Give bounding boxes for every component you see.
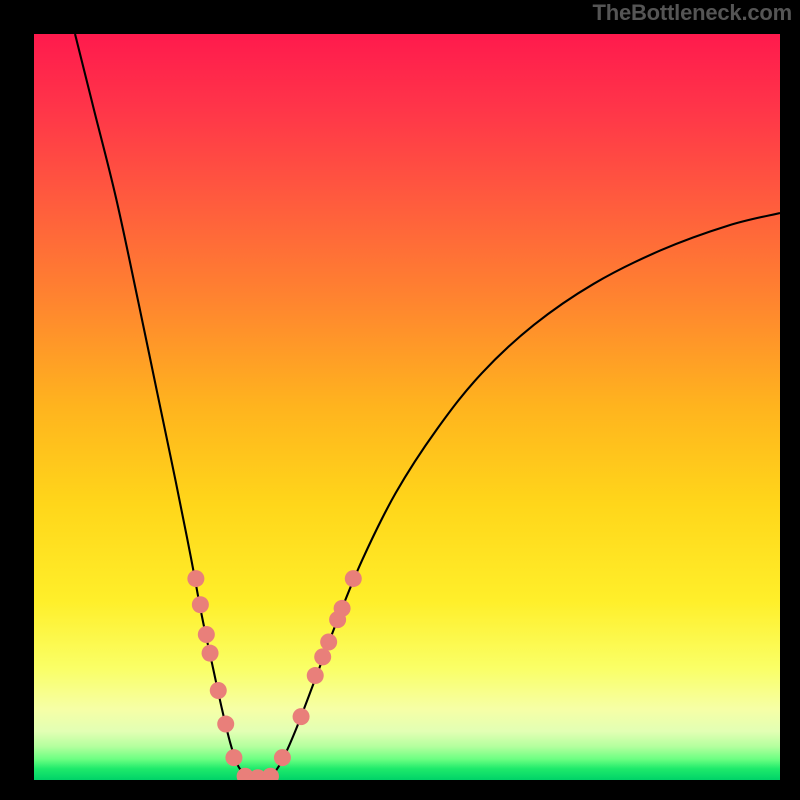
- data-marker: [225, 749, 242, 766]
- chart-frame: TheBottleneck.com: [0, 0, 800, 800]
- data-marker: [307, 667, 324, 684]
- data-marker: [198, 626, 215, 643]
- data-marker: [320, 633, 337, 650]
- data-marker: [210, 682, 227, 699]
- chart-svg: [34, 34, 780, 780]
- watermark-text: TheBottleneck.com: [592, 0, 792, 26]
- data-marker: [202, 645, 219, 662]
- data-marker: [274, 749, 291, 766]
- data-marker: [345, 570, 362, 587]
- data-marker: [192, 596, 209, 613]
- data-marker: [334, 600, 351, 617]
- data-marker: [314, 648, 331, 665]
- data-marker: [293, 708, 310, 725]
- gradient-background: [34, 34, 780, 780]
- data-marker: [217, 716, 234, 733]
- data-marker: [187, 570, 204, 587]
- plot-area: [34, 34, 780, 780]
